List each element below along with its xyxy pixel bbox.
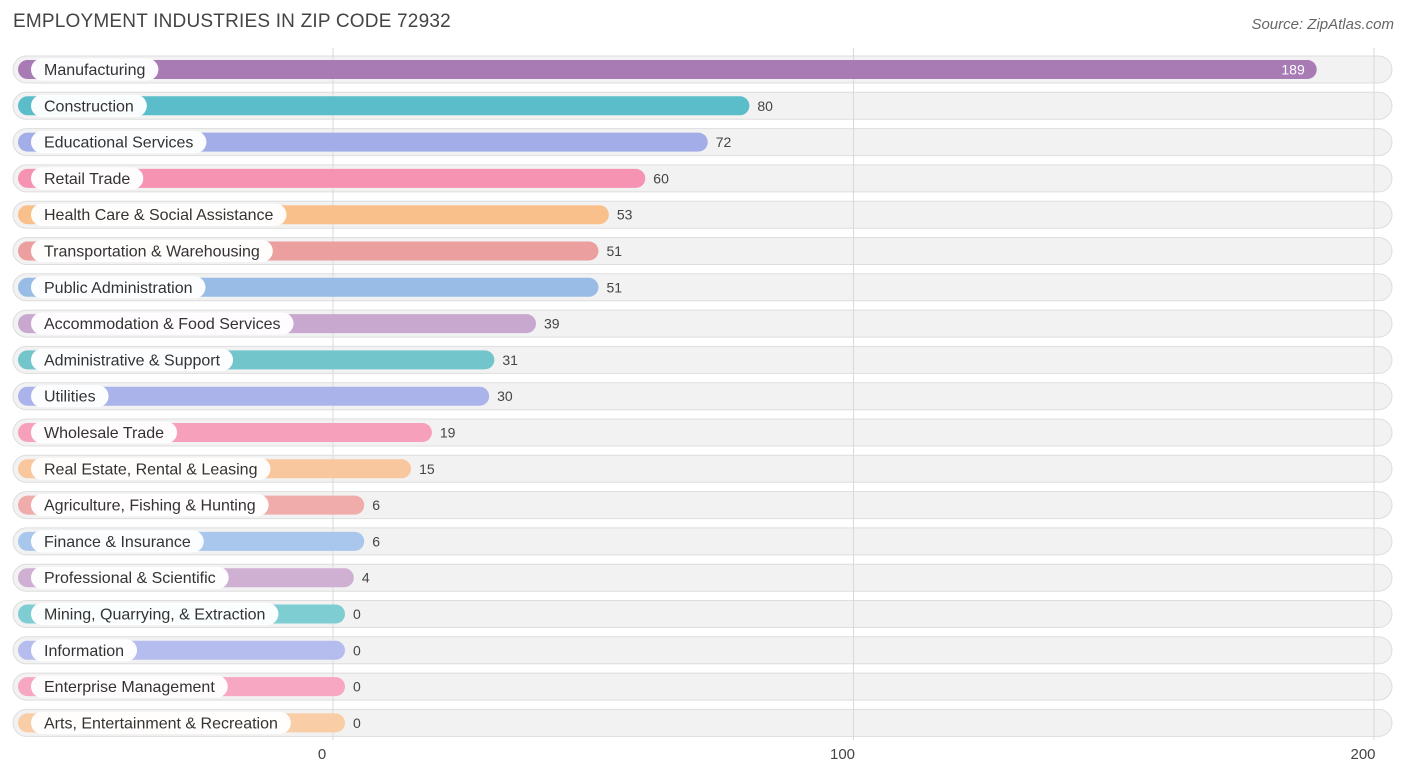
source-label: Source: ZipAtlas.com: [1251, 16, 1394, 33]
category-label-pill: [31, 276, 206, 299]
value-label: 6: [372, 497, 380, 513]
category-label-pill: [31, 58, 159, 81]
category-label-pill: [31, 711, 291, 734]
category-label-pill: [31, 131, 207, 154]
category-label: Professional & Scientific: [44, 570, 216, 587]
row-track: [12, 672, 1393, 701]
value-label: 30: [497, 388, 513, 404]
value-label: 72: [716, 134, 732, 150]
category-label: Arts, Entertainment & Recreation: [44, 715, 278, 732]
category-label: Real Estate, Rental & Leasing: [44, 461, 257, 478]
category-label: Finance & Insurance: [44, 534, 191, 551]
value-label: 51: [606, 243, 622, 259]
row-track: [12, 708, 1393, 737]
category-label-pill: [31, 675, 228, 698]
category-label-pill: [31, 385, 109, 408]
value-label: 0: [353, 642, 361, 658]
row-track: [12, 563, 1393, 592]
category-label: Retail Trade: [44, 171, 130, 188]
chart-title: EMPLOYMENT INDUSTRIES IN ZIP CODE 72932: [13, 11, 451, 32]
x-tick-label: 0: [318, 746, 326, 763]
bar-construction[interactable]: [18, 96, 750, 116]
row-track: [12, 636, 1393, 665]
value-label: 39: [544, 316, 560, 332]
row-track: [12, 600, 1393, 628]
category-label: Information: [44, 643, 124, 660]
category-label-pill: [31, 421, 178, 444]
category-label-pill: [31, 494, 269, 517]
category-label-pill: [31, 566, 229, 589]
x-tick-label: 100: [830, 746, 855, 763]
value-label: 0: [353, 715, 361, 731]
category-label-pill: [31, 167, 144, 190]
category-label-pill: [31, 639, 138, 662]
category-label: Transportation & Warehousing: [44, 244, 260, 261]
category-label-pill: [31, 203, 287, 226]
x-tick-label: 200: [1350, 746, 1375, 763]
category-label: Administrative & Support: [44, 352, 221, 369]
category-label: Construction: [44, 98, 134, 115]
category-label: Public Administration: [44, 280, 193, 297]
category-label: Accommodation & Food Services: [44, 316, 281, 333]
category-label-pill: [31, 603, 279, 625]
value-label: 19: [440, 425, 456, 441]
value-label: 0: [353, 606, 361, 622]
category-label: Health Care & Social Assistance: [44, 207, 274, 224]
category-label: Utilities: [44, 389, 96, 406]
category-label: Agriculture, Fishing & Hunting: [44, 498, 256, 515]
category-label: Educational Services: [44, 135, 193, 152]
value-label: 31: [502, 352, 518, 368]
category-label: Manufacturing: [44, 62, 145, 79]
value-label: 51: [606, 279, 622, 295]
category-label-pill: [31, 348, 234, 371]
bar-utilities[interactable]: [18, 386, 490, 406]
bar-manufacturing[interactable]: [18, 60, 1317, 79]
value-label: 15: [419, 461, 435, 477]
value-label: 6: [372, 533, 380, 549]
value-label: 189: [1281, 62, 1305, 78]
value-label: 60: [653, 170, 669, 186]
category-label: Wholesale Trade: [44, 425, 164, 442]
value-label: 80: [757, 98, 773, 114]
category-label: Mining, Quarrying, & Extraction: [44, 607, 265, 624]
category-label-pill: [31, 240, 273, 262]
category-label-pill: [31, 530, 204, 553]
category-label-pill: [31, 457, 271, 480]
value-label: 0: [353, 679, 361, 695]
category-label: Enterprise Management: [44, 679, 215, 696]
value-label: 4: [362, 570, 370, 586]
bar-retail-trade[interactable]: [18, 168, 646, 188]
category-label-pill: [31, 312, 294, 335]
value-label: 53: [617, 207, 633, 223]
category-label-pill: [31, 94, 147, 117]
